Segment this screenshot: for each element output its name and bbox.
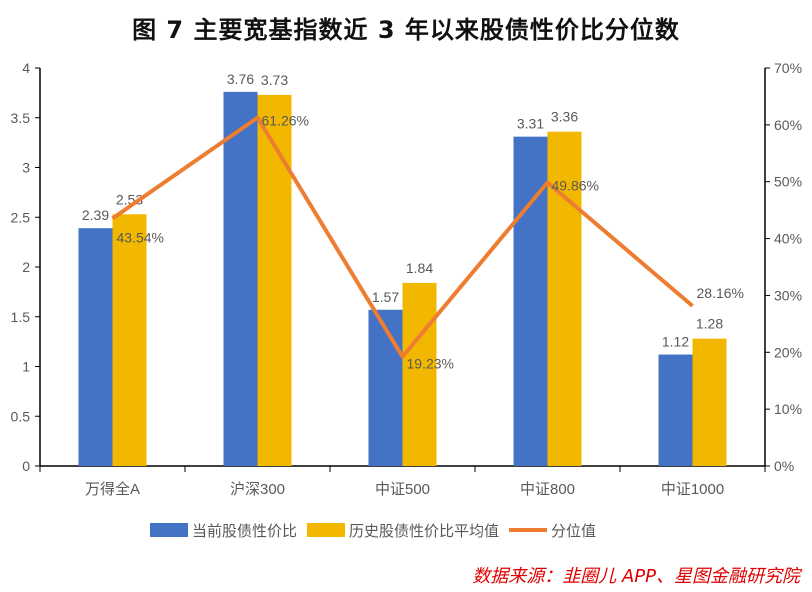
y-right-tick-label: 60% [774,117,802,133]
line-data-label: 19.23% [407,356,454,372]
bar-data-label: 3.73 [261,72,288,88]
x-tick-label: 中证1000 [661,481,724,498]
y-left-tick-label: 2 [22,259,30,275]
y-right-tick-label: 10% [774,401,802,417]
bar-data-label: 3.76 [227,71,254,87]
bar-data-label: 1.28 [696,316,723,332]
bar-current [223,91,258,466]
y-left-tick-label: 0.5 [11,408,31,424]
y-left-tick-label: 3.5 [11,110,31,126]
percentile-line [111,115,694,359]
legend-label: 历史股债性价比平均值 [349,523,499,540]
bar-data-label: 3.36 [551,109,578,125]
bar-average [692,338,727,466]
y-left-tick-label: 2.5 [11,209,31,225]
legend-swatch [307,523,346,537]
bar-data-label: 2.39 [82,207,109,223]
line-data-label: 49.86% [552,178,599,194]
y-right-tick-label: 30% [774,287,802,303]
y-left-tick-label: 3 [22,160,30,176]
bar-average [402,282,437,466]
legend-label: 当前股债性价比 [192,523,297,540]
y-left-tick-label: 0 [22,458,30,474]
x-tick-label: 中证800 [520,481,575,498]
bar-current [658,354,693,466]
y-left-tick-label: 1 [22,359,30,375]
y-right-tick-label: 0% [774,458,794,474]
bar-data-label: 3.31 [517,116,544,132]
bar-data-label: 1.84 [406,260,433,276]
bar-data-label: 1.12 [662,334,689,350]
chart-title: 图 7 主要宽基指数近 3 年以来股债性价比分位数 [132,16,680,44]
bar-average [112,214,147,466]
x-tick-label: 中证500 [375,481,430,498]
line-data-label: 43.54% [117,229,164,245]
bar-current [78,228,113,466]
line-data-label: 61.26% [262,113,309,129]
legend-label: 分位值 [551,523,596,540]
bar-average [257,94,292,467]
y-right-tick-label: 70% [774,60,802,76]
line-data-label: 28.16% [697,285,744,301]
y-right-tick-label: 50% [774,174,802,190]
data-source: 数据来源：韭圈儿 APP、星图金融研究院 [472,566,800,587]
y-left-tick-label: 1.5 [11,309,31,325]
y-right-tick-label: 40% [774,231,802,247]
y-left-tick-label: 4 [22,60,30,76]
x-tick-label: 沪深300 [230,481,285,498]
y-right-tick-label: 20% [774,344,802,360]
x-tick-label: 万得全A [85,480,140,498]
legend-swatch [150,523,188,537]
bar-current [368,309,403,466]
bar-data-label: 1.57 [372,289,399,305]
